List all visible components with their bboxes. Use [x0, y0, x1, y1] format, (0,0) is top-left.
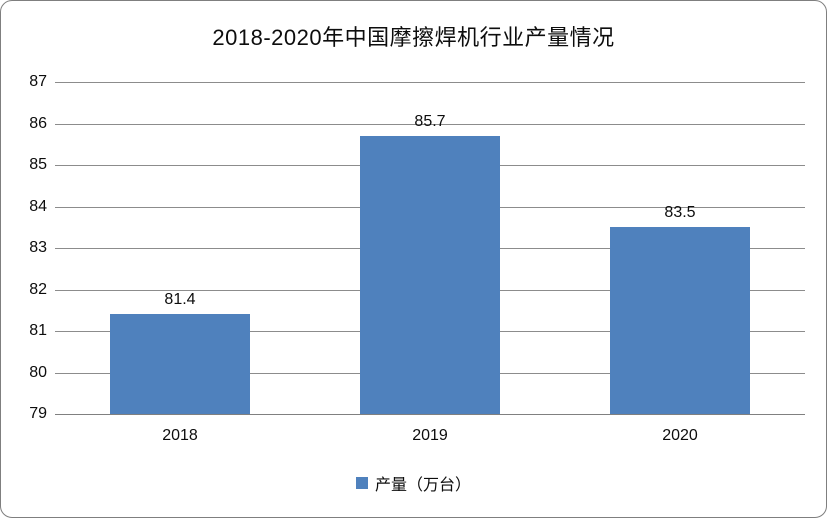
- x-axis-tick-label: 2018: [162, 427, 198, 444]
- y-axis-tick-label: 80: [29, 363, 47, 381]
- bar-2018: [110, 314, 250, 414]
- legend-swatch-icon: [355, 477, 368, 489]
- y-axis-tick-label: 81: [29, 322, 47, 339]
- chart-title: 2018-2020年中国摩擦焊机行业产量情况: [212, 25, 615, 50]
- x-axis-line: [55, 414, 805, 415]
- bar-value-label: 83.5: [664, 204, 696, 222]
- legend: 产量（万台）: [1, 471, 826, 495]
- gridline: [55, 123, 805, 125]
- plot-area: 79 80 81 82 83 84 85 86 87 81.4 2018 85.7 2019 83.5 20…: [29, 74, 805, 444]
- y-axis-tick-label: 87: [29, 73, 47, 90]
- legend-label: 产量（万台）: [374, 477, 471, 494]
- y-axis-tick-label: 84: [29, 197, 47, 215]
- y-axis-tick-label: 85: [29, 156, 47, 173]
- y-axis-tick-label: 86: [29, 114, 47, 132]
- y-axis-tick-label: 83: [29, 239, 47, 256]
- bar-2019: [360, 135, 500, 414]
- y-axis-tick-label: 79: [29, 405, 47, 422]
- y-axis-tick-label: 82: [29, 280, 47, 298]
- gridline: [55, 82, 805, 83]
- bar-2020: [610, 227, 750, 414]
- x-axis-tick-label: 2019: [412, 427, 448, 444]
- x-axis-tick-label: 2020: [662, 427, 698, 444]
- bar-value-label: 81.4: [164, 291, 196, 309]
- bar-value-label: 85.7: [414, 112, 446, 130]
